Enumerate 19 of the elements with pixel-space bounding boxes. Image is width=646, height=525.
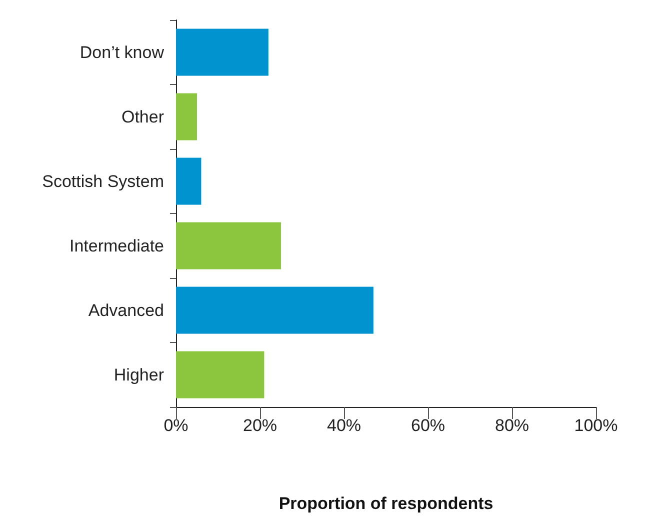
bar bbox=[176, 286, 374, 334]
x-axis-title: Proportion of respondents bbox=[278, 494, 494, 513]
x-tick-label: 0% bbox=[164, 416, 188, 435]
bar bbox=[176, 351, 264, 398]
x-tick-label: 60% bbox=[410, 416, 446, 435]
x-tick-label: 100% bbox=[574, 416, 618, 435]
x-tick-label: 80% bbox=[494, 416, 530, 435]
bar bbox=[176, 222, 281, 270]
y-tick-label: Other bbox=[121, 107, 164, 126]
y-tick-label: Scottish System bbox=[42, 172, 164, 191]
y-tick-label: Advanced bbox=[88, 300, 164, 320]
y-tick-label: Intermediate bbox=[70, 236, 164, 256]
bar bbox=[176, 158, 202, 205]
y-tick-label: Don’t know bbox=[80, 42, 165, 62]
y-tick-label: Higher bbox=[114, 365, 164, 384]
bar bbox=[176, 28, 268, 76]
x-tick-label: 20% bbox=[242, 416, 278, 435]
bar bbox=[176, 93, 197, 140]
x-tick-label: 40% bbox=[326, 416, 362, 435]
